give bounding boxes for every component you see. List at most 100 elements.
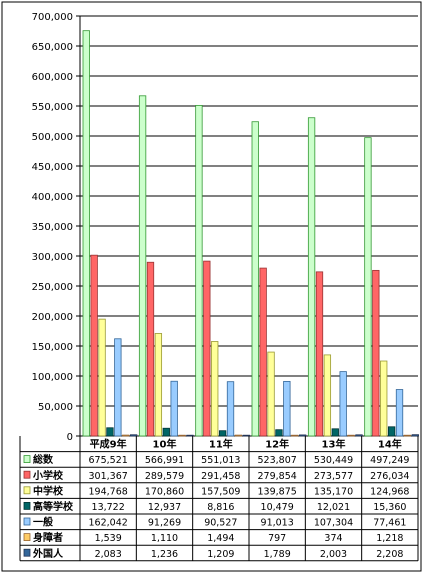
- data-label: 135,170: [314, 486, 353, 497]
- chart-frame: [1, 1, 422, 572]
- data-label: 2,083: [95, 549, 122, 560]
- category-label: 12年: [265, 438, 289, 451]
- bar: [129, 434, 138, 437]
- bar: [403, 434, 412, 437]
- category-label: 平成9年: [90, 438, 127, 451]
- bar: [162, 427, 170, 437]
- bar: [259, 267, 267, 437]
- data-label: 374: [324, 533, 342, 544]
- bar: [372, 269, 380, 437]
- legend-swatch: [23, 501, 31, 510]
- data-label: 279,854: [258, 471, 297, 482]
- legend-label: 高等学校: [33, 500, 74, 513]
- legend-label: 中学校: [33, 484, 64, 497]
- data-label: 276,034: [370, 471, 409, 482]
- data-label: 13,722: [92, 502, 125, 513]
- data-label: 162,042: [89, 518, 128, 529]
- data-label: 107,304: [314, 518, 353, 529]
- y-tick-label: 650,000: [32, 42, 73, 53]
- bar: [170, 380, 178, 437]
- bar: [234, 434, 243, 437]
- data-label: 124,968: [370, 486, 409, 497]
- data-label: 1,218: [376, 533, 403, 544]
- bar: [186, 434, 194, 437]
- bar: [122, 434, 130, 437]
- legend-swatch: [23, 517, 31, 526]
- y-tick-label: 100,000: [32, 372, 73, 383]
- data-label: 91,269: [148, 518, 181, 529]
- data-label: 273,577: [314, 471, 353, 482]
- legend-swatch: [23, 455, 31, 464]
- data-label: 1,789: [264, 549, 291, 560]
- bar: [82, 30, 90, 437]
- category-label: 13年: [322, 438, 346, 451]
- bar: [211, 341, 219, 437]
- data-label: 10,479: [261, 502, 294, 513]
- y-tick-label: 500,000: [32, 132, 73, 143]
- y-tick-label: 50,000: [38, 402, 73, 413]
- bar: [347, 434, 355, 437]
- y-tick-label: 300,000: [32, 252, 73, 263]
- data-label: 289,579: [145, 471, 184, 482]
- legend-swatch: [23, 486, 31, 495]
- bar: [226, 381, 235, 437]
- legend-label: 外国人: [32, 547, 64, 560]
- bar: [98, 318, 106, 437]
- data-label: 2,208: [376, 549, 403, 560]
- data-label: 1,209: [207, 549, 234, 560]
- bar: [307, 117, 316, 437]
- bar: [380, 360, 388, 437]
- bar: [355, 434, 363, 437]
- bar: [339, 371, 347, 437]
- bar: [138, 95, 147, 437]
- data-label: 12,937: [148, 502, 181, 513]
- data-label: 291,458: [201, 471, 240, 482]
- legend-label: 身障者: [33, 531, 63, 544]
- data-label: 675,521: [89, 455, 128, 466]
- bar: [275, 429, 283, 437]
- data-label: 2,003: [320, 549, 347, 560]
- data-label: 77,461: [373, 518, 406, 529]
- y-tick-label: 450,000: [32, 162, 73, 173]
- bar: [283, 380, 291, 437]
- y-tick-label: 0: [67, 432, 73, 443]
- legend-label: 小学校: [32, 469, 64, 482]
- bar: [411, 434, 419, 437]
- data-label: 194,768: [89, 486, 128, 497]
- bar: [387, 426, 396, 437]
- bar: [178, 434, 186, 437]
- category-label: 14年: [378, 438, 402, 451]
- y-tick-label: 200,000: [32, 312, 73, 323]
- data-label: 8,816: [207, 502, 234, 513]
- bar: [218, 430, 227, 437]
- bar: [90, 254, 98, 437]
- legend-swatch: [23, 470, 31, 479]
- bar: [242, 434, 250, 437]
- legend-swatch: [23, 533, 31, 541]
- data-label: 1,236: [151, 549, 178, 560]
- data-label: 1,494: [207, 533, 234, 544]
- category-label: 10年: [153, 438, 177, 451]
- data-label: 15,360: [373, 502, 406, 513]
- y-tick-label: 550,000: [32, 102, 73, 113]
- y-tick-label: 350,000: [32, 222, 73, 233]
- bar: [323, 354, 332, 437]
- data-label: 1,110: [151, 533, 178, 544]
- y-tick-label: 150,000: [32, 342, 73, 353]
- bar: [298, 434, 307, 437]
- category-label: 11年: [209, 438, 233, 451]
- bar: [203, 260, 211, 437]
- data-label: 497,249: [370, 455, 409, 466]
- data-label: 530,449: [314, 455, 353, 466]
- legend-swatch: [23, 548, 31, 557]
- data-label: 91,013: [261, 518, 294, 529]
- bar: [195, 104, 203, 437]
- data-label: 90,527: [204, 518, 237, 529]
- bar: [291, 434, 299, 437]
- bar: [364, 137, 372, 437]
- bar: [146, 261, 155, 437]
- bar: [331, 428, 339, 437]
- bar: [395, 389, 404, 437]
